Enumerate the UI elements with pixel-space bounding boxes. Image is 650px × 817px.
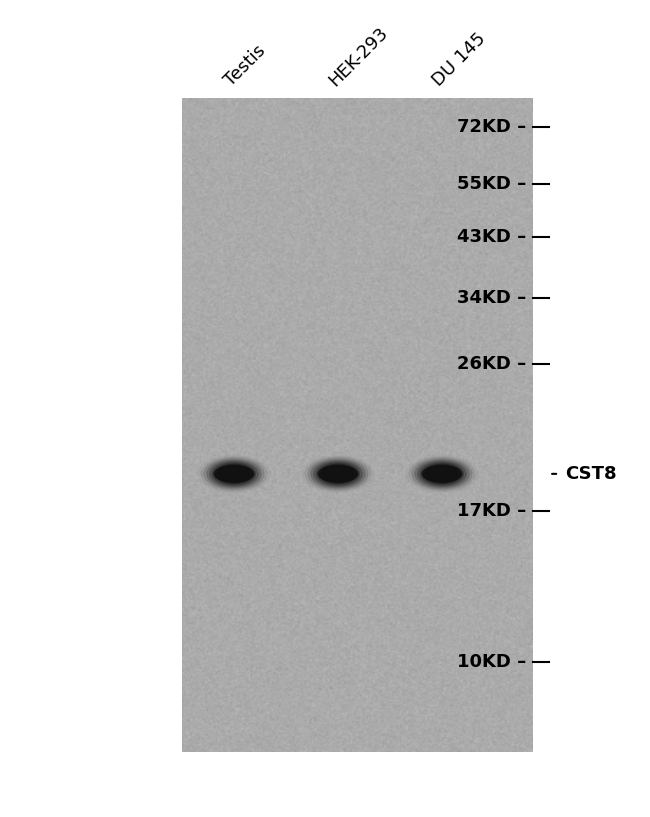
Text: CST8: CST8: [566, 465, 617, 483]
Ellipse shape: [322, 466, 354, 482]
Ellipse shape: [409, 457, 475, 491]
Ellipse shape: [406, 456, 478, 492]
Ellipse shape: [415, 460, 469, 488]
Text: HEK-293: HEK-293: [325, 24, 391, 90]
Text: DU 145: DU 145: [429, 29, 489, 90]
Text: 72KD –: 72KD –: [457, 118, 526, 136]
Ellipse shape: [422, 466, 461, 482]
Ellipse shape: [305, 457, 371, 491]
Ellipse shape: [317, 462, 359, 485]
Ellipse shape: [215, 464, 253, 484]
Ellipse shape: [412, 458, 472, 489]
Text: 55KD –: 55KD –: [457, 175, 526, 193]
Text: 26KD –: 26KD –: [457, 355, 526, 373]
Ellipse shape: [314, 462, 362, 486]
Ellipse shape: [204, 458, 264, 489]
Ellipse shape: [319, 464, 357, 484]
Text: Testis: Testis: [221, 42, 270, 90]
Ellipse shape: [308, 458, 368, 489]
Ellipse shape: [207, 460, 261, 488]
Ellipse shape: [198, 456, 270, 492]
Ellipse shape: [302, 456, 374, 492]
Text: 17KD –: 17KD –: [457, 502, 526, 520]
Ellipse shape: [201, 457, 267, 491]
Ellipse shape: [426, 466, 458, 482]
Ellipse shape: [421, 462, 463, 485]
Ellipse shape: [218, 466, 250, 482]
Ellipse shape: [213, 462, 255, 485]
Ellipse shape: [214, 466, 254, 482]
Text: 10KD –: 10KD –: [457, 653, 526, 671]
Text: 34KD –: 34KD –: [457, 289, 526, 307]
Ellipse shape: [423, 464, 461, 484]
Ellipse shape: [318, 466, 358, 482]
Ellipse shape: [210, 462, 258, 486]
Ellipse shape: [418, 462, 466, 486]
Text: 43KD –: 43KD –: [457, 228, 526, 246]
Ellipse shape: [311, 460, 365, 488]
